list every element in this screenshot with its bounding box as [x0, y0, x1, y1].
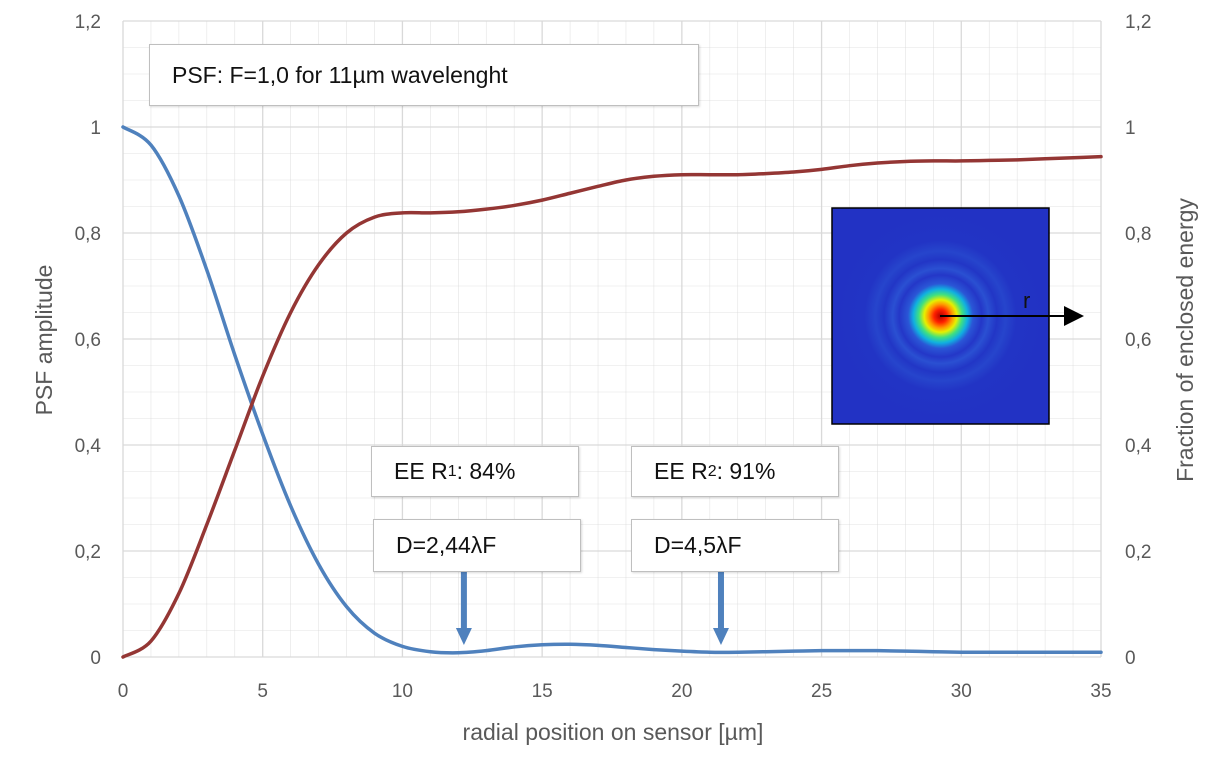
- x-tick-label: 25: [811, 681, 832, 702]
- ee-r2-suffix: : 91%: [716, 458, 776, 484]
- radius-label: r: [1023, 288, 1030, 313]
- y-left-tick-label: 0,4: [75, 436, 102, 457]
- y-right-tick-label: 0,6: [1125, 330, 1151, 351]
- ee-r2-sub: 2: [707, 462, 717, 480]
- minimum-arrow-1: [455, 572, 472, 645]
- y-right-tick-label: 1: [1125, 118, 1136, 139]
- x-tick-label: 5: [257, 681, 268, 702]
- d1-box: D=2,44λF: [373, 519, 581, 572]
- chart-title-text: PSF: F=1,0 for 11µm wavelenght: [172, 61, 508, 88]
- y-right-tick-label: 1,2: [1125, 12, 1151, 33]
- x-tick-label: 35: [1090, 681, 1111, 702]
- x-axis-title: radial position on sensor [µm]: [463, 719, 764, 745]
- tick-labels: 0 5 10 15 20 25 30 35 0 0,2 0,4 0,6 0,8 1 1,2 0 0,2 0,4 0,…: [75, 12, 1152, 702]
- y-right-tick-label: 0,2: [1125, 542, 1151, 563]
- d2-box: D=4,5λF: [631, 519, 839, 572]
- chart-title-box: PSF: F=1,0 for 11µm wavelenght: [149, 44, 699, 106]
- ee-r1-sub: 1: [447, 462, 457, 480]
- ee-r1-suffix: : 84%: [456, 458, 516, 484]
- y-left-tick-label: 0,8: [75, 224, 101, 245]
- y-left-tick-label: 0: [90, 648, 101, 669]
- x-tick-label: 15: [532, 681, 553, 702]
- ee-series-line: [121, 154, 1103, 659]
- x-tick-label: 0: [118, 681, 129, 702]
- psf-inset-image: r: [831, 207, 1084, 425]
- series-layer: [121, 125, 1103, 659]
- y-right-tick-label: 0,8: [1125, 224, 1151, 245]
- d2-text: D=4,5λF: [654, 532, 742, 558]
- d1-text: D=2,44λF: [396, 532, 497, 558]
- x-tick-label: 30: [951, 681, 972, 702]
- y-left-tick-label: 1: [90, 118, 101, 139]
- x-tick-label: 20: [671, 681, 692, 702]
- y-right-tick-label: 0,4: [1125, 436, 1152, 457]
- y-right-tick-label: 0: [1125, 648, 1136, 669]
- minimum-arrow-2: [712, 572, 729, 645]
- y-left-tick-label: 0,2: [75, 542, 101, 563]
- annotation-arrows: [455, 572, 729, 645]
- y-left-tick-label: 1,2: [75, 12, 101, 33]
- y-axis-left-title: PSF amplitude: [31, 265, 57, 416]
- y-left-tick-label: 0,6: [75, 330, 101, 351]
- y-axis-right-title: Fraction of enclosed energy: [1172, 198, 1198, 482]
- psf-series-line: [121, 125, 1103, 655]
- ee-r1-prefix: EE R: [394, 458, 448, 484]
- ee-r2-prefix: EE R: [654, 458, 708, 484]
- x-tick-label: 10: [392, 681, 413, 702]
